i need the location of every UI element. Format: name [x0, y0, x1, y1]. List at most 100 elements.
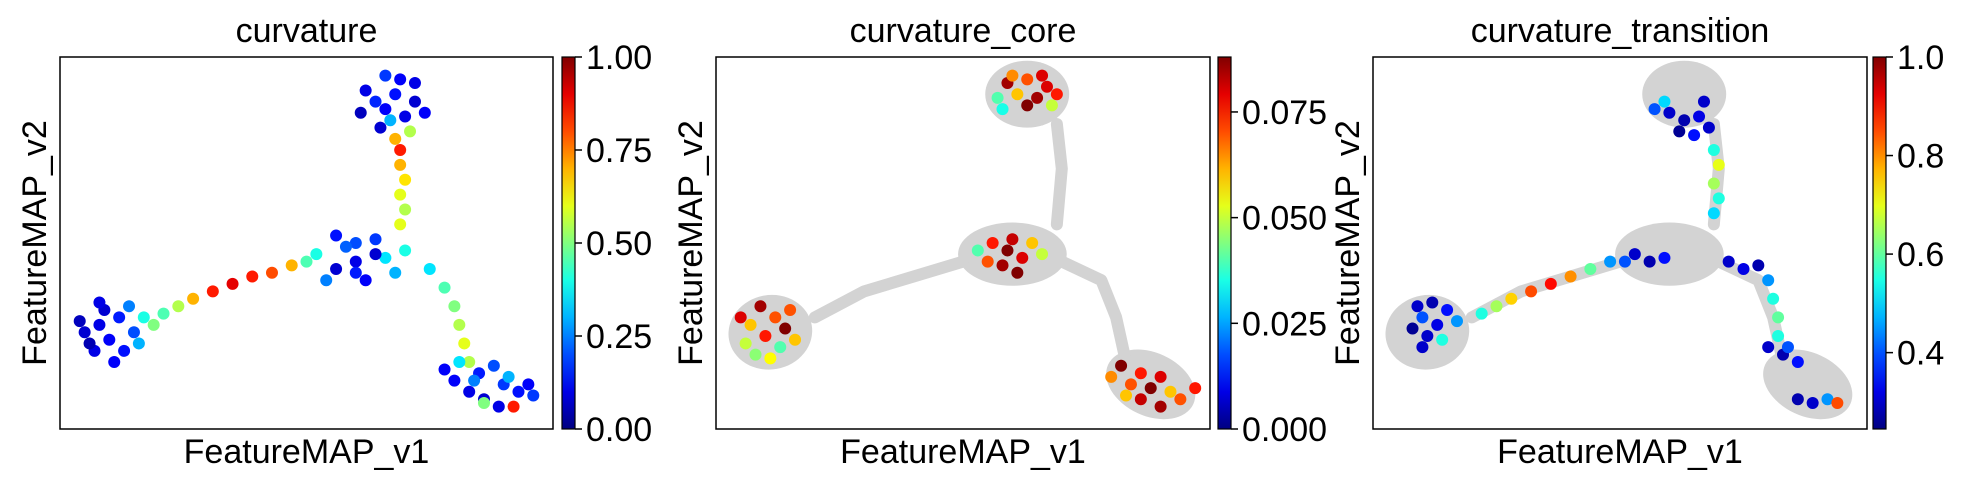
data-point — [394, 144, 407, 156]
colorbar-tick-label: 0.075 — [1242, 94, 1327, 132]
data-point — [1050, 88, 1063, 101]
data-point — [448, 374, 461, 387]
data-point — [492, 400, 505, 413]
data-point — [349, 255, 362, 268]
data-point — [423, 263, 436, 276]
data-point — [330, 229, 343, 242]
data-point — [330, 263, 343, 276]
data-point — [986, 237, 999, 249]
colorbar — [1217, 56, 1232, 430]
data-point — [265, 266, 278, 279]
data-point — [1436, 333, 1449, 346]
data-point — [1762, 274, 1775, 287]
y-axis-label: FeatureMAP_v2 — [16, 120, 54, 366]
data-point — [1707, 207, 1720, 220]
colorbar-tick-label: 0.00 — [586, 411, 652, 449]
data-point — [108, 356, 121, 369]
data-point — [369, 233, 382, 246]
data-point — [1658, 251, 1671, 264]
x-axis-label: FeatureMAP_v1 — [184, 433, 430, 471]
data-point — [463, 356, 476, 369]
data-point — [285, 259, 298, 272]
data-point — [113, 311, 126, 324]
data-point — [1707, 177, 1720, 190]
data-point — [320, 274, 333, 287]
background-cluster — [958, 222, 1067, 286]
data-point — [399, 110, 412, 123]
data-point — [1688, 129, 1701, 142]
data-point — [369, 95, 382, 108]
data-point — [339, 240, 352, 253]
data-point — [1658, 95, 1671, 108]
data-point — [512, 385, 525, 398]
data-point — [527, 389, 540, 402]
data-point — [1001, 244, 1014, 257]
data-point — [996, 259, 1009, 272]
data-point — [354, 106, 367, 119]
colorbar-tick-label: 0.4 — [1897, 335, 1944, 373]
panel-curvature: curvature FeatureMAP_v1 FeatureMAP_v2 0.00 0… — [16, 12, 652, 471]
data-point — [226, 277, 239, 290]
data-point — [1105, 370, 1118, 383]
data-point — [374, 121, 387, 134]
plot-frame — [59, 56, 554, 430]
data-point — [1490, 300, 1503, 313]
data-point — [1011, 88, 1024, 101]
data-point — [93, 318, 106, 331]
data-point — [1791, 393, 1804, 406]
data-point — [1525, 285, 1538, 298]
data-point — [93, 296, 106, 309]
data-point — [1475, 307, 1488, 320]
data-point — [1712, 192, 1725, 205]
data-point — [1040, 80, 1053, 93]
data-point — [187, 292, 200, 305]
data-point — [1762, 341, 1775, 354]
data-point — [1421, 330, 1434, 342]
data-point — [1154, 370, 1167, 383]
colorbar-tick-label: 1.00 — [586, 39, 652, 77]
data-point — [399, 244, 412, 257]
data-point — [132, 337, 145, 350]
data-point — [1722, 255, 1735, 268]
data-point — [1604, 255, 1617, 268]
data-point — [310, 248, 323, 261]
data-point — [1648, 103, 1661, 116]
data-point — [1618, 255, 1631, 268]
data-point — [1772, 330, 1785, 342]
data-point — [764, 352, 777, 365]
data-point — [394, 158, 407, 171]
data-point — [78, 326, 91, 339]
plot-title: curvature — [236, 12, 378, 50]
data-point — [1806, 396, 1819, 409]
data-point — [349, 237, 362, 249]
data-point — [379, 103, 392, 116]
data-point — [1426, 296, 1439, 309]
plot-frame — [1372, 56, 1868, 430]
data-point — [1697, 95, 1710, 108]
data-point — [774, 341, 787, 354]
colorbar-tick-label: 0.025 — [1242, 305, 1327, 343]
data-point — [779, 322, 792, 335]
data-point — [1006, 233, 1019, 246]
data-point — [389, 266, 402, 279]
data-point — [1772, 311, 1785, 324]
data-point — [389, 88, 402, 101]
data-point — [507, 400, 520, 413]
data-point — [453, 318, 466, 331]
data-point — [996, 103, 1009, 116]
data-point — [1026, 237, 1039, 249]
data-point — [394, 188, 407, 201]
panel-curvature-core: curvature_core FeatureMAP_v1 FeatureMAP_v2… — [672, 12, 1327, 471]
data-point — [522, 378, 535, 391]
y-axis-label: FeatureMAP_v2 — [672, 120, 710, 366]
data-point — [448, 300, 461, 313]
data-point — [502, 370, 515, 383]
data-point — [744, 318, 757, 331]
data-point — [1189, 382, 1202, 395]
data-point — [206, 285, 219, 298]
data-point — [127, 326, 140, 339]
data-point — [157, 307, 170, 320]
data-point — [1416, 311, 1429, 324]
data-point — [438, 363, 451, 376]
data-point — [991, 91, 1004, 104]
